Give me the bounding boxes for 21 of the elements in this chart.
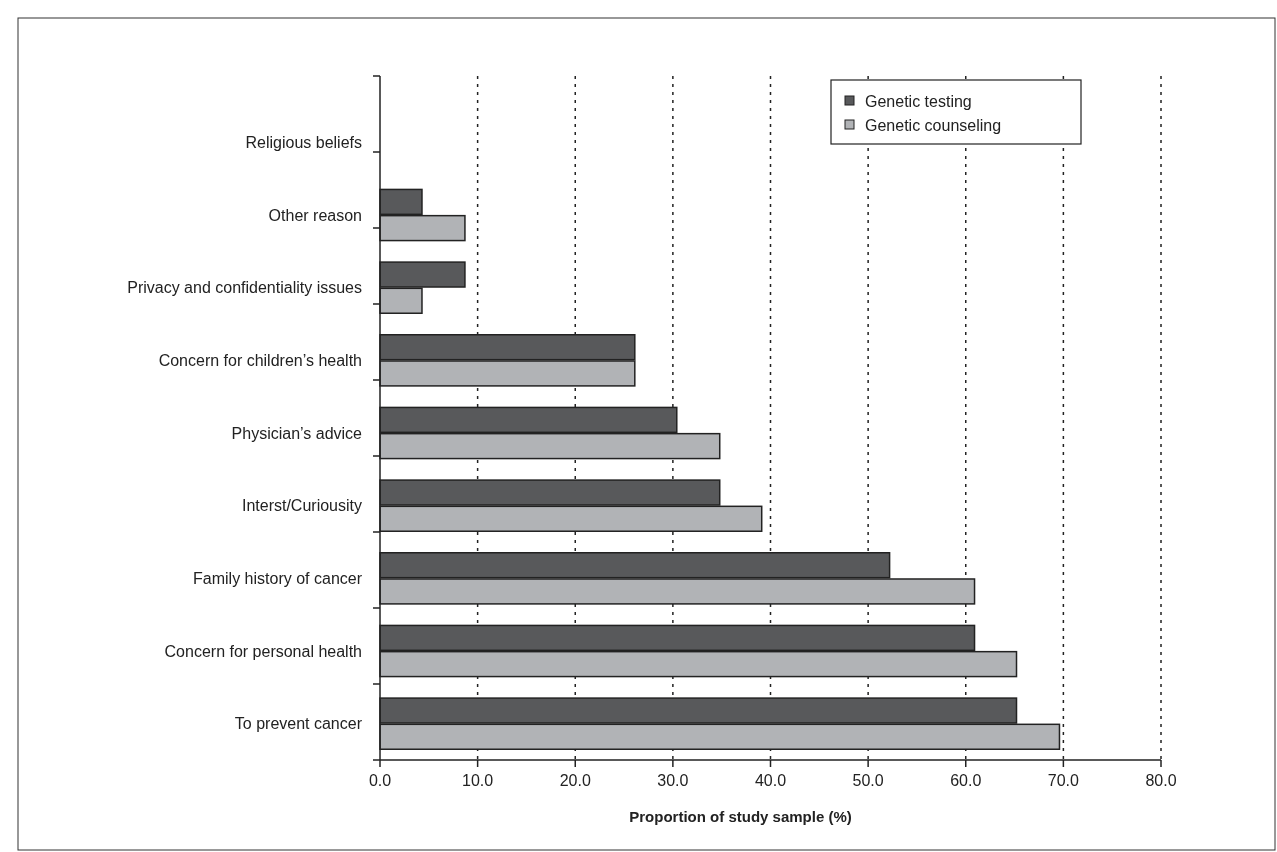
- x-tick-label: 10.0: [462, 772, 494, 789]
- x-tick-label: 60.0: [950, 772, 982, 789]
- y-tick-label: Concern for children’s health: [158, 351, 362, 369]
- x-tick-label: 0.0: [368, 772, 392, 789]
- y-tick-label: Concern for personal health: [164, 642, 362, 660]
- y-tick-label: Privacy and confidentiality issues: [127, 279, 362, 297]
- y-tick-label: Religious beliefs: [245, 133, 362, 151]
- legend-label: Genetic testing: [865, 92, 972, 110]
- x-tick-label: 30.0: [657, 772, 689, 789]
- y-tick-label: Physician’s advice: [231, 424, 363, 442]
- x-tick-label: 70.0: [1047, 772, 1080, 789]
- y-tick-label: Other reason: [268, 206, 362, 224]
- x-axis-title: Proportion of study sample (%): [629, 808, 852, 825]
- x-tick-label: 50.0: [852, 772, 884, 789]
- x-tick-label: 20.0: [559, 772, 591, 789]
- y-tick-label: To prevent cancer: [234, 715, 363, 733]
- legend-label: Genetic counseling: [865, 116, 1002, 134]
- x-tick-label: 40.0: [754, 772, 787, 789]
- x-tick-label: 80.0: [1145, 772, 1177, 789]
- y-tick-label: Interst/Curiousity: [241, 497, 362, 515]
- y-tick-label: Family history of cancer: [193, 569, 363, 587]
